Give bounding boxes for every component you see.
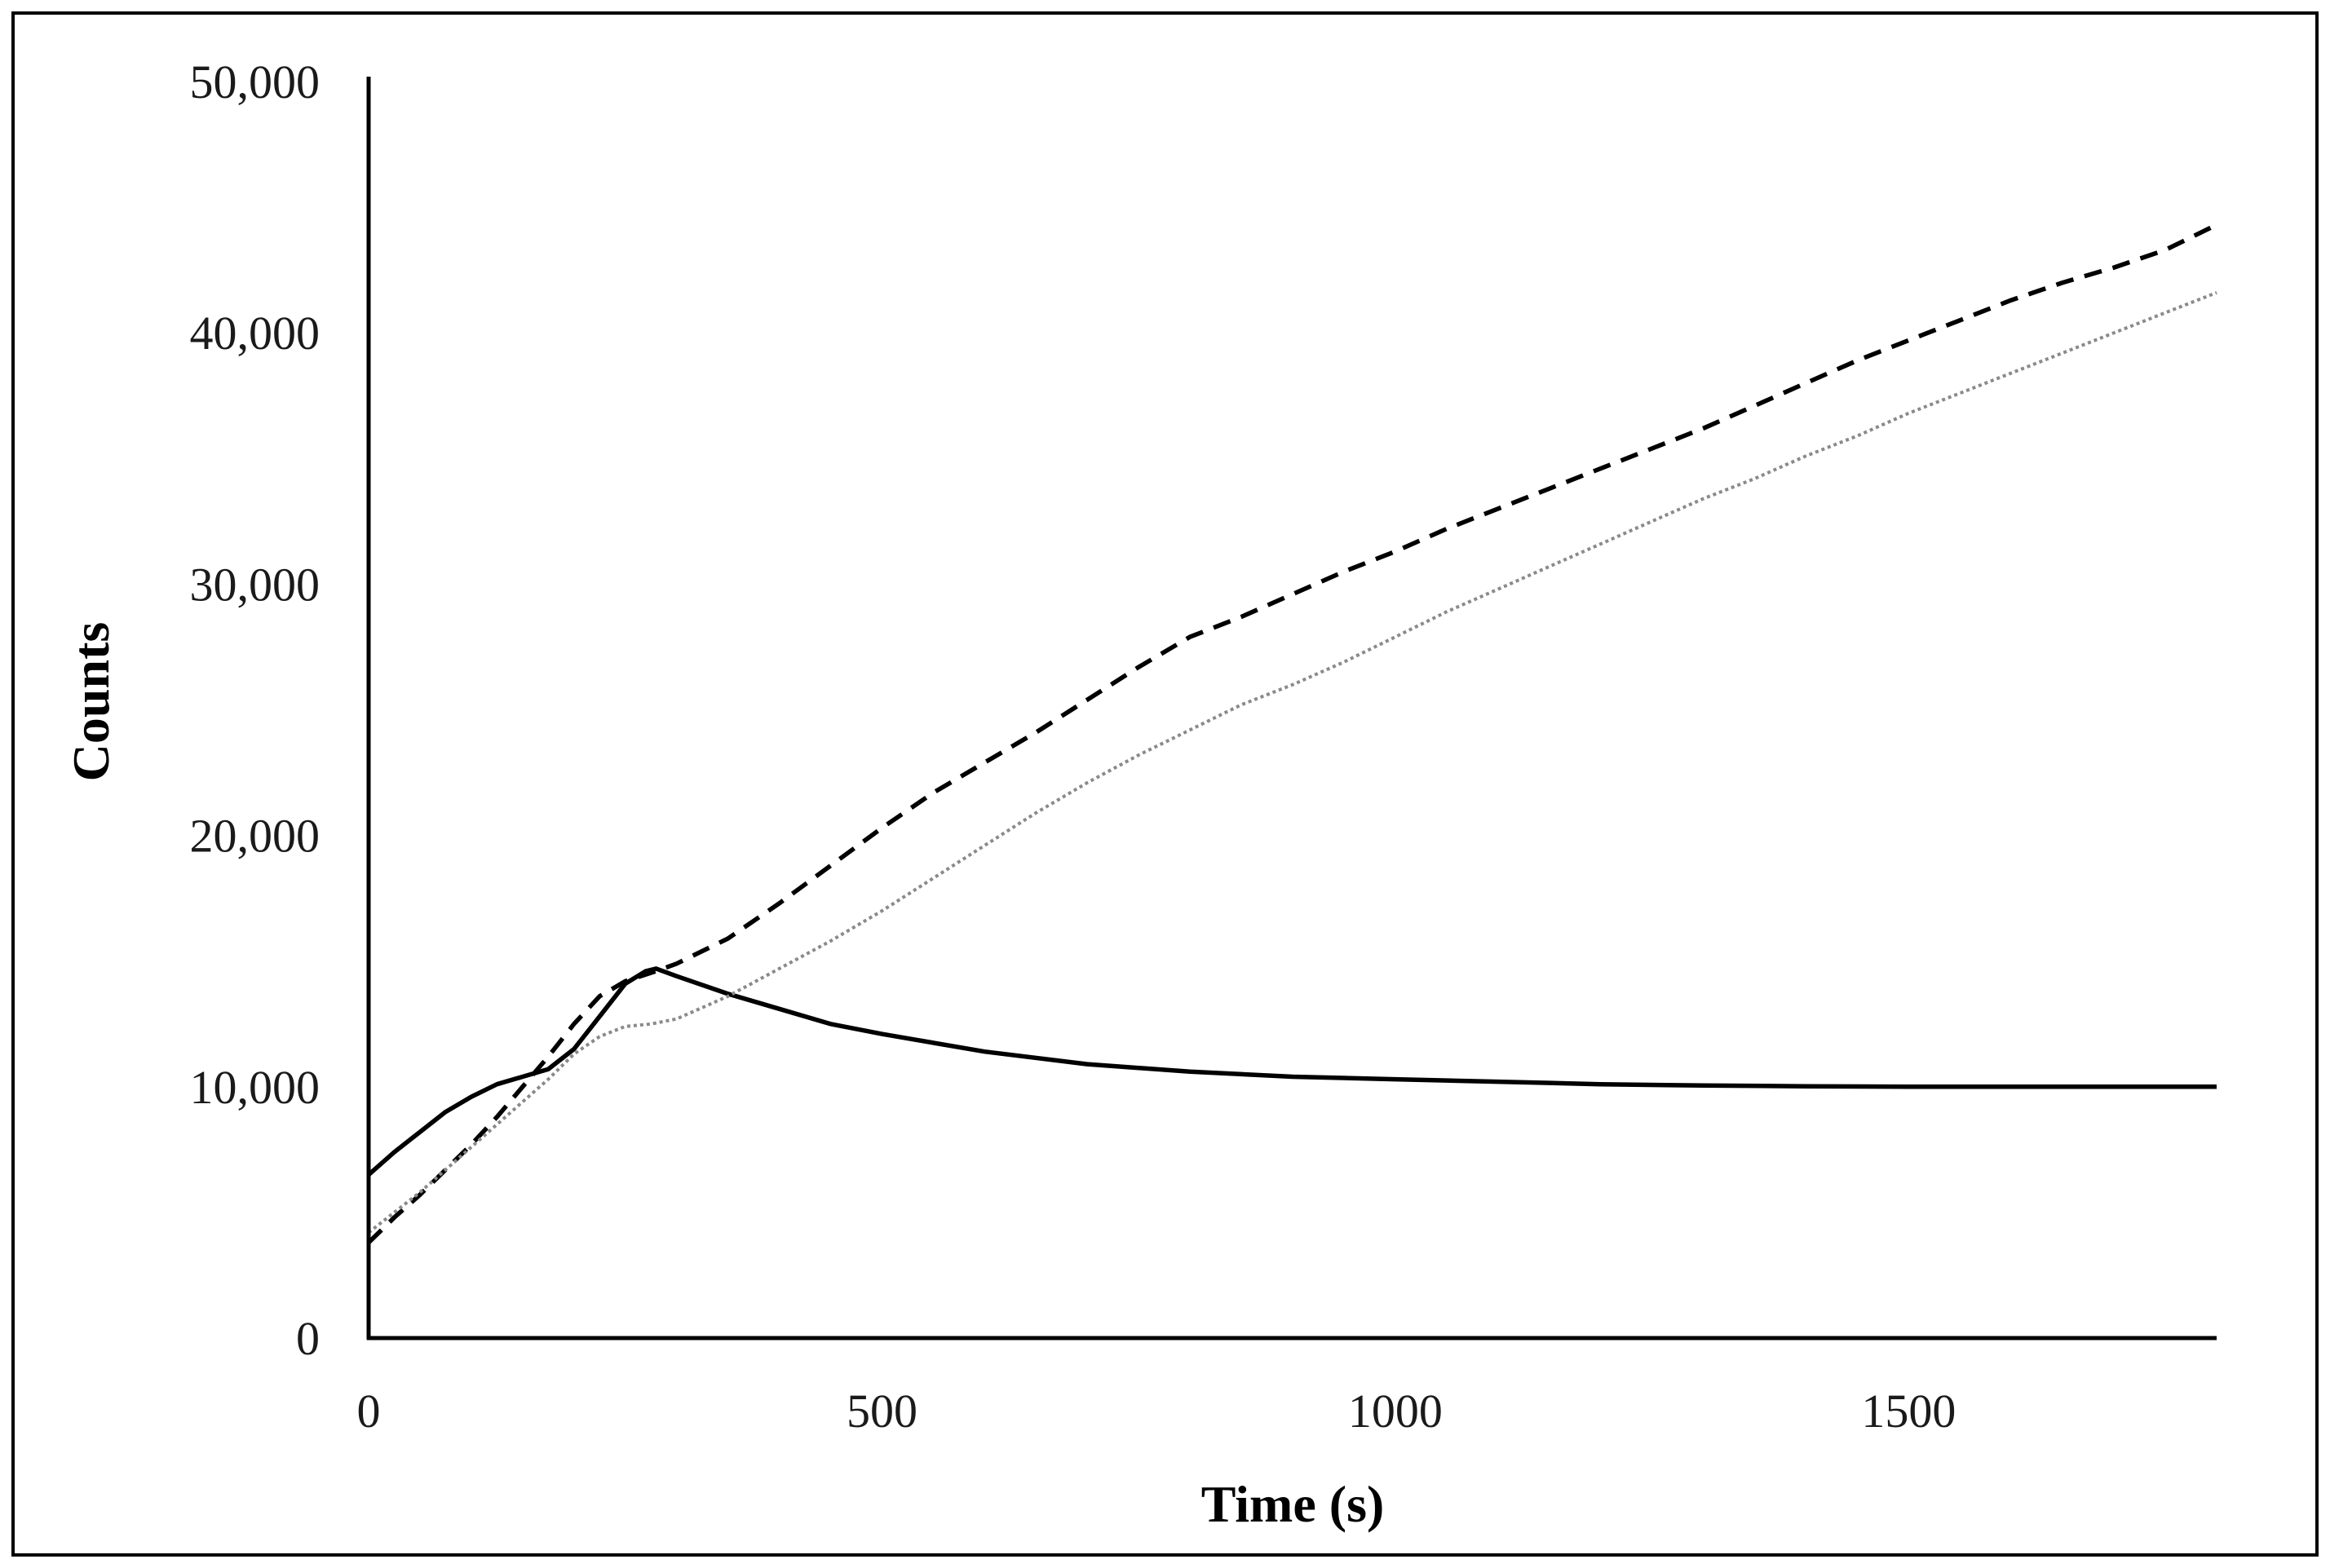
tick-layer: 0 10,000 20,000 30,000 40,000 50,000 0 500 1000 1… bbox=[190, 55, 1956, 1438]
x-tick-label: 500 bbox=[847, 1385, 917, 1438]
series-layer bbox=[367, 223, 2218, 1244]
series-line-solid bbox=[367, 966, 2217, 1177]
x-tick-label: 1500 bbox=[1861, 1385, 1956, 1438]
series-line-dashed bbox=[367, 223, 2218, 1244]
y-tick-label: 30,000 bbox=[190, 558, 321, 611]
y-axis-title: Counts bbox=[62, 622, 120, 782]
figure-frame bbox=[11, 11, 2319, 1557]
y-tick-label: 50,000 bbox=[190, 55, 321, 108]
x-tick-label: 1000 bbox=[1348, 1385, 1443, 1438]
y-tick-label: 10,000 bbox=[190, 1061, 321, 1114]
y-tick-label: 40,000 bbox=[190, 307, 321, 360]
y-tick-label: 0 bbox=[296, 1312, 320, 1365]
y-tick-label: 20,000 bbox=[190, 810, 321, 863]
x-tick-label: 0 bbox=[357, 1385, 381, 1438]
series-line-dotted bbox=[367, 291, 2217, 1235]
x-axis-title: Time (s) bbox=[1201, 1475, 1385, 1533]
